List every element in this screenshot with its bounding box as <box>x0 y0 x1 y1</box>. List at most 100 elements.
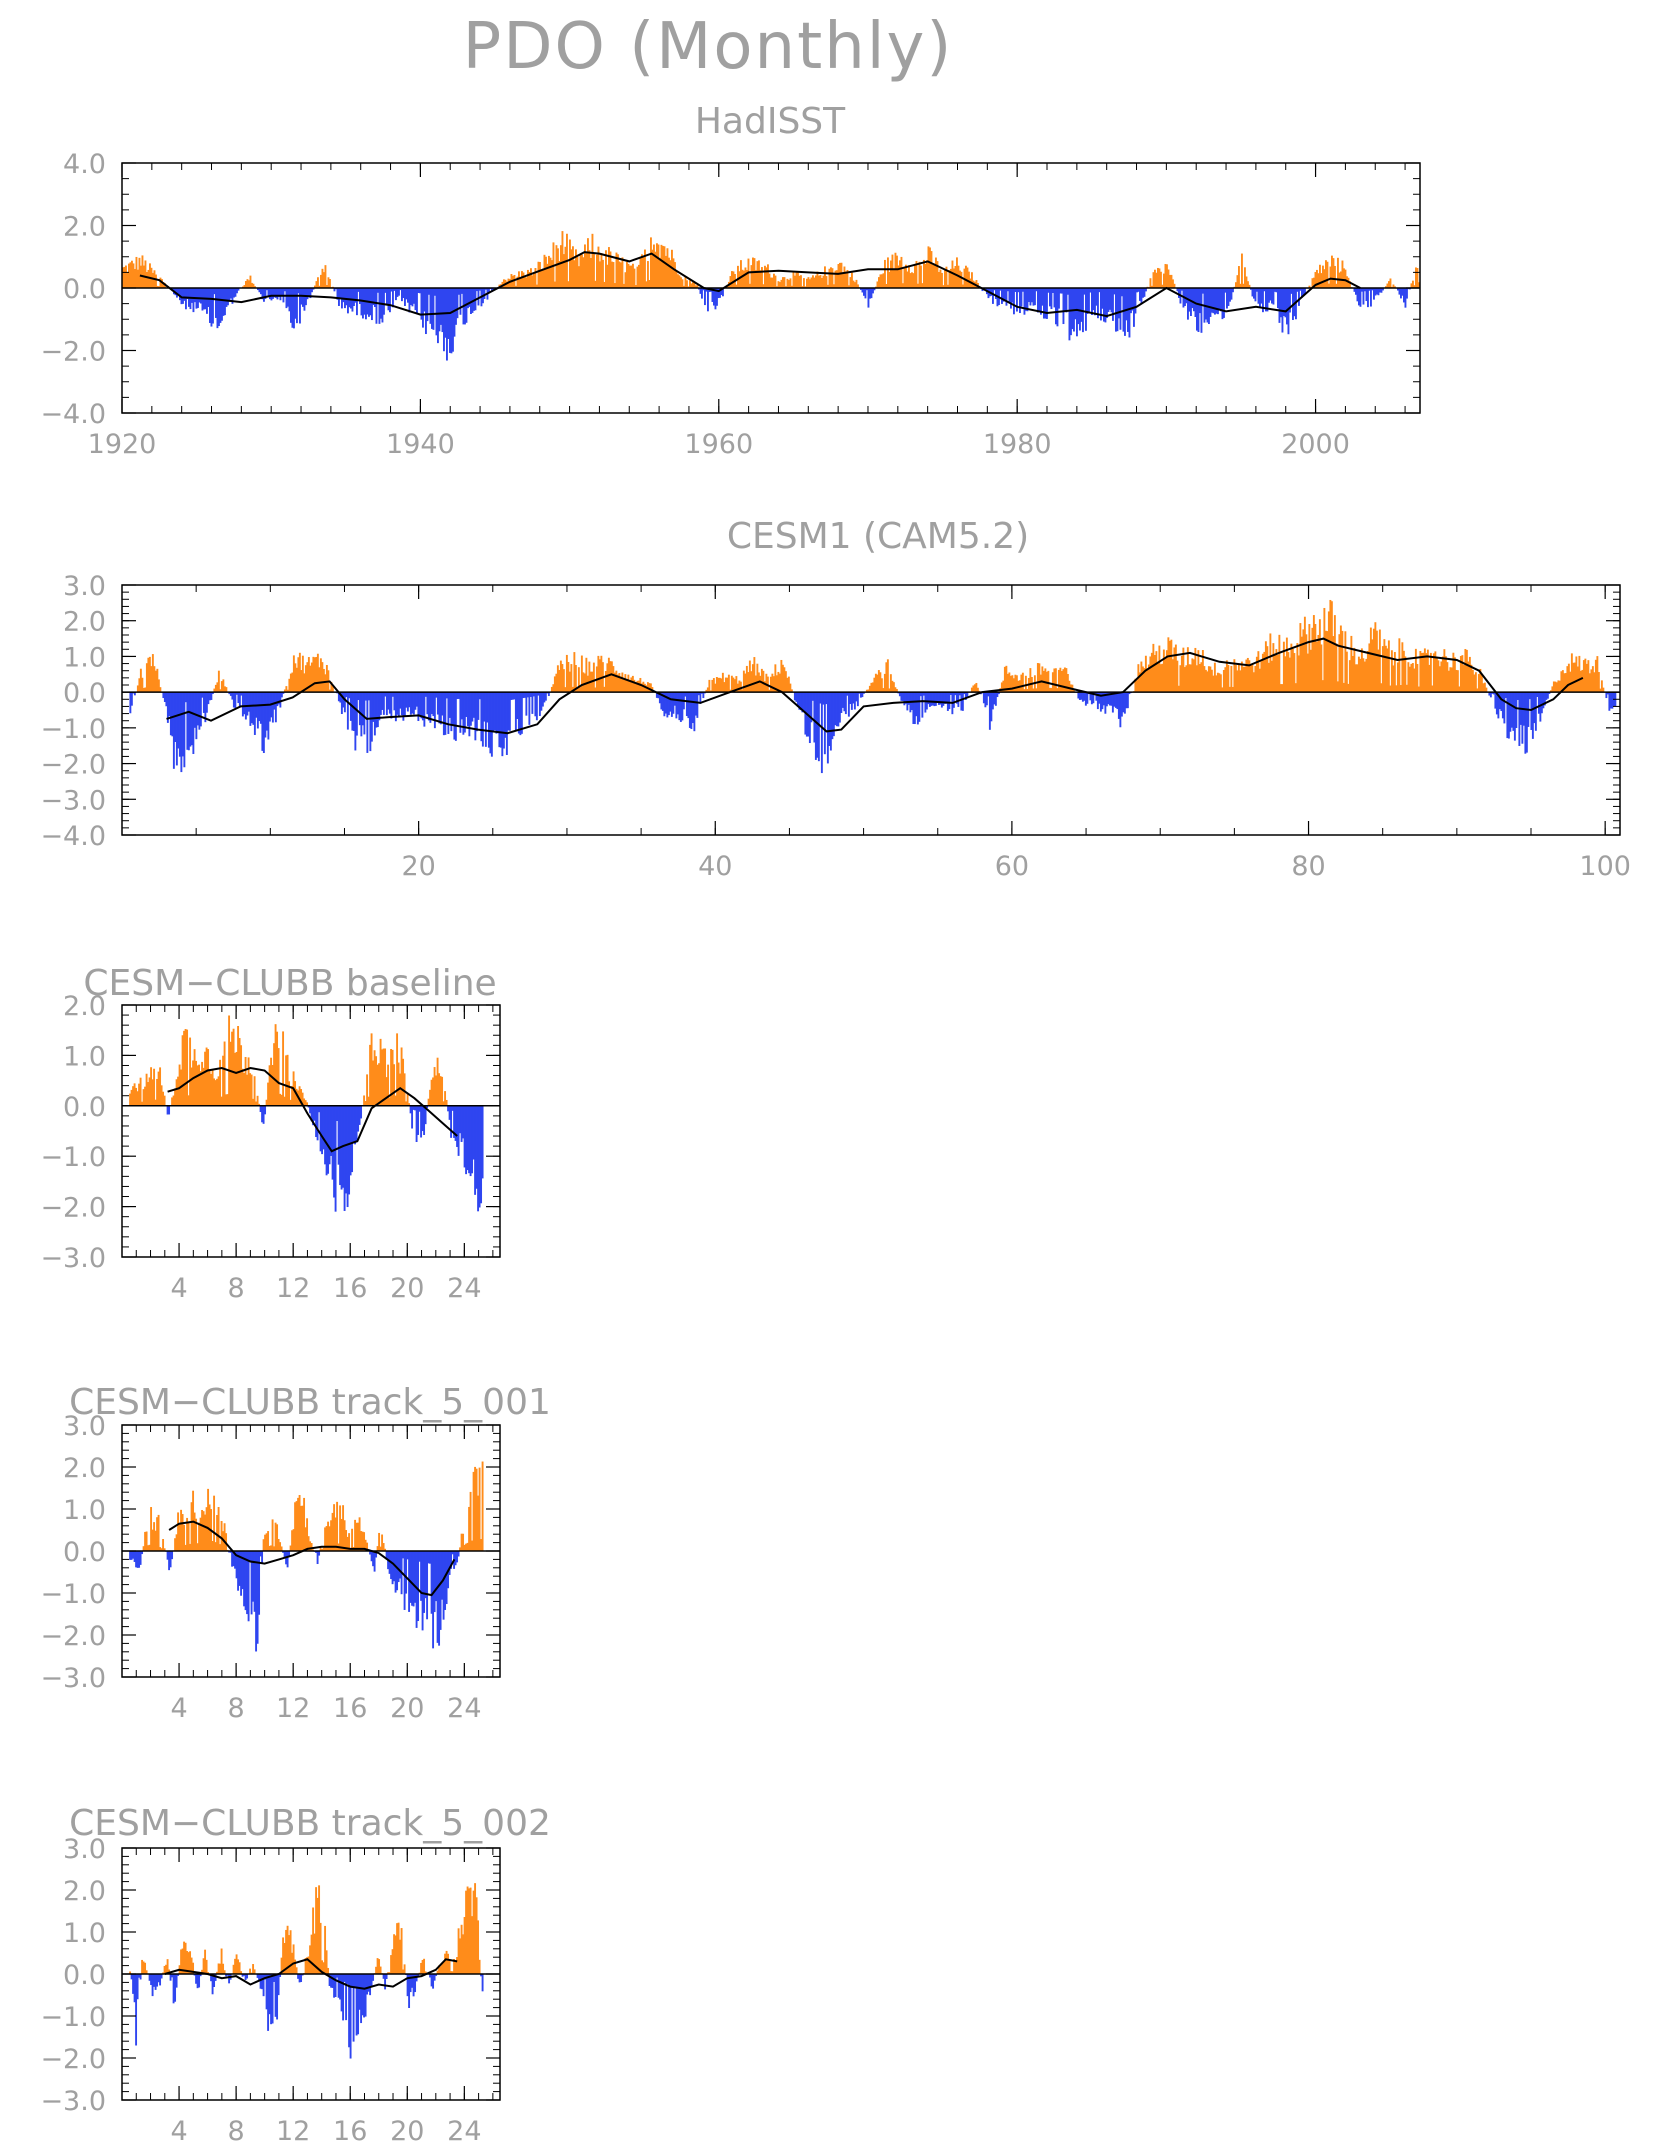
bar <box>1597 672 1600 693</box>
bar <box>627 263 630 288</box>
bar <box>336 1974 339 1978</box>
bar <box>1167 269 1170 288</box>
bar <box>217 1076 220 1106</box>
bar <box>537 261 540 288</box>
bar <box>1337 257 1339 288</box>
bar <box>370 1974 373 1987</box>
bar <box>756 261 759 288</box>
bar <box>430 1551 433 1614</box>
bar <box>1044 668 1047 693</box>
bar <box>1017 288 1020 293</box>
bar <box>755 270 757 288</box>
bar <box>252 283 255 288</box>
bar <box>620 262 622 288</box>
bar <box>588 661 591 693</box>
bar <box>436 1057 439 1106</box>
bar <box>663 692 666 717</box>
bar <box>469 1105 472 1177</box>
bar <box>903 692 906 706</box>
bar <box>668 257 670 288</box>
bar <box>604 671 607 693</box>
bar <box>1098 288 1101 293</box>
bar <box>252 692 255 725</box>
bar <box>525 692 528 716</box>
bar <box>813 277 816 288</box>
bar <box>1038 663 1041 693</box>
bar <box>524 277 526 288</box>
bar <box>1425 653 1428 693</box>
bar <box>527 269 529 288</box>
bar <box>1185 665 1188 693</box>
bar <box>355 1974 358 2036</box>
bar <box>1348 660 1351 693</box>
bar <box>340 1974 343 2012</box>
bar <box>465 1105 468 1175</box>
bar <box>339 1974 342 2000</box>
bar <box>1181 288 1183 291</box>
bar <box>367 692 370 701</box>
bar <box>366 1974 369 1995</box>
bar <box>420 288 423 320</box>
bar <box>558 669 561 693</box>
bar <box>785 286 787 288</box>
bar <box>199 1517 202 1551</box>
bar <box>1542 692 1545 709</box>
bar <box>1231 686 1234 693</box>
bar <box>269 288 271 300</box>
bar <box>474 1105 477 1195</box>
bar <box>1177 685 1180 693</box>
bar <box>633 679 636 693</box>
bar <box>412 1974 415 1997</box>
bar <box>351 1974 354 1988</box>
bar <box>212 288 214 324</box>
bar <box>1140 661 1143 693</box>
bar <box>1130 288 1132 314</box>
bar <box>820 692 823 774</box>
bar <box>429 1089 432 1106</box>
bar <box>329 279 331 288</box>
bar <box>1064 288 1066 312</box>
bar <box>132 1551 135 1559</box>
bar <box>343 1105 346 1211</box>
bar <box>442 1101 445 1106</box>
bar <box>286 689 289 693</box>
bar <box>1210 669 1213 693</box>
bar <box>744 267 747 288</box>
bar <box>238 1551 241 1586</box>
bar <box>1251 663 1254 693</box>
bar <box>1525 692 1528 753</box>
bar <box>136 1091 139 1106</box>
bar <box>658 692 661 704</box>
bar <box>1152 272 1155 288</box>
bar <box>1102 692 1105 706</box>
bar <box>1254 288 1257 302</box>
bar <box>271 1974 274 2024</box>
bar <box>684 276 687 288</box>
bar <box>488 288 490 293</box>
bar <box>782 277 784 288</box>
bar <box>1121 288 1123 297</box>
bar <box>1113 692 1116 707</box>
bar <box>1397 288 1399 291</box>
bar <box>1227 665 1230 693</box>
bar <box>1097 288 1099 319</box>
bar <box>283 1942 286 1974</box>
bar <box>765 267 768 288</box>
bar <box>665 255 667 288</box>
bar <box>1259 288 1261 307</box>
bar <box>405 288 408 300</box>
bar <box>184 1942 187 1974</box>
bar <box>403 1964 406 1974</box>
bar <box>192 692 195 754</box>
bar <box>277 692 280 705</box>
bar <box>1140 288 1143 304</box>
bar <box>735 676 738 693</box>
bar <box>213 1495 216 1551</box>
bar <box>379 692 382 715</box>
bar <box>200 288 202 304</box>
y-tick-label: 3.0 <box>63 1411 106 1442</box>
bar <box>171 1974 174 1978</box>
bar <box>423 1958 426 1974</box>
bar <box>208 692 211 701</box>
bar <box>578 266 580 288</box>
